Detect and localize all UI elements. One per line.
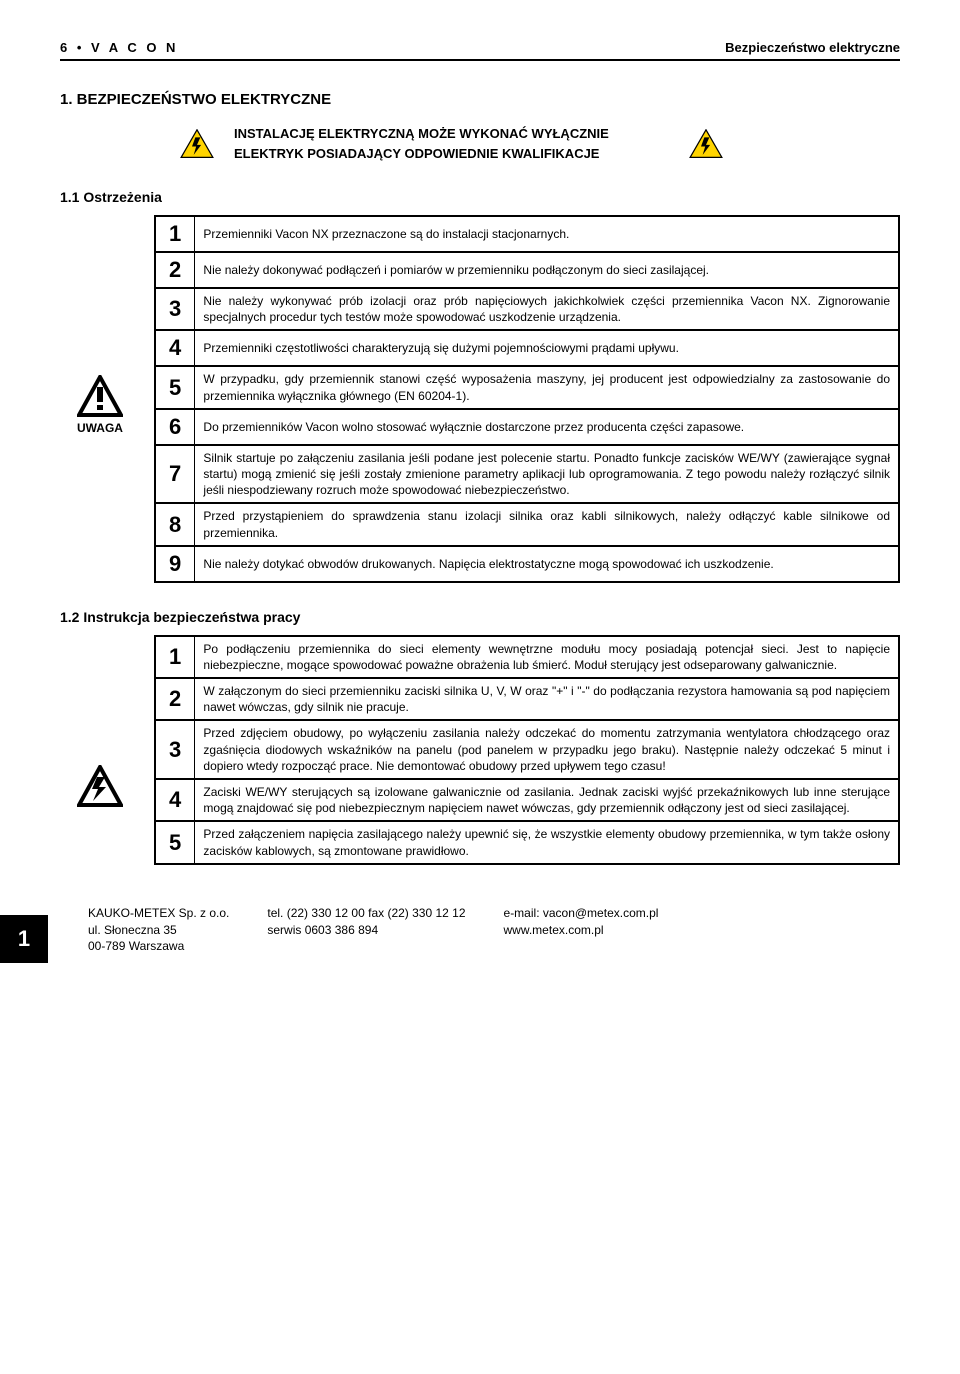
row-number: 4 bbox=[155, 330, 195, 366]
page-number-box: 1 bbox=[0, 915, 48, 963]
table-row: 1Po podłączeniu przemiennika do sieci el… bbox=[155, 636, 899, 678]
row-text: Przed przystąpieniem do sprawdzenia stan… bbox=[195, 503, 899, 545]
row-text: Silnik startuje po załączeniu zasilania … bbox=[195, 445, 899, 504]
exclamation-triangle-icon bbox=[77, 375, 123, 417]
row-text: Zaciski WE/WY sterujących są izolowane g… bbox=[195, 779, 899, 821]
lightning-arrow-triangle-icon bbox=[77, 765, 123, 807]
row-text: Nie należy dotykać obwodów drukowanych. … bbox=[195, 546, 899, 582]
table-row: 7Silnik startuje po załączeniu zasilania… bbox=[155, 445, 899, 504]
footer: 1 KAUKO-METEX Sp. z o.o. ul. Słoneczna 3… bbox=[0, 905, 960, 963]
safety-table: 1Po podłączeniu przemiennika do sieci el… bbox=[154, 635, 900, 865]
row-number: 1 bbox=[155, 216, 195, 252]
row-text: Przemienniki Vacon NX przeznaczone są do… bbox=[195, 216, 899, 252]
table-row: 6Do przemienników Vacon wolno stosować w… bbox=[155, 409, 899, 445]
table-row: 3Przed zdjęciem obudowy, po wyłączeniu z… bbox=[155, 720, 899, 779]
row-text: Nie należy wykonywać prób izolacji oraz … bbox=[195, 288, 899, 330]
table-row: 1Przemienniki Vacon NX przeznaczone są d… bbox=[155, 216, 899, 252]
row-number: 2 bbox=[155, 252, 195, 288]
header-left: 6 • V A C O N bbox=[60, 40, 178, 55]
row-text: Do przemienników Vacon wolno stosować wy… bbox=[195, 409, 899, 445]
warning-side-label: UWAGA bbox=[60, 375, 140, 435]
table-row: 2W załączonym do sieci przemienniku zaci… bbox=[155, 678, 899, 720]
table-row: 4Przemienniki częstotliwości charakteryz… bbox=[155, 330, 899, 366]
row-number: 4 bbox=[155, 779, 195, 821]
footer-col-1: KAUKO-METEX Sp. z o.o. ul. Słoneczna 35 … bbox=[88, 905, 229, 955]
table-row: 2Nie należy dokonywać podłączeń i pomiar… bbox=[155, 252, 899, 288]
banner-line-1: INSTALACJĘ ELEKTRYCZNĄ MOŻE WYKONAĆ WYŁĄ… bbox=[234, 124, 609, 144]
row-text: Przed zdjęciem obudowy, po wyłączeniu za… bbox=[195, 720, 899, 779]
row-number: 1 bbox=[155, 636, 195, 678]
banner: INSTALACJĘ ELEKTRYCZNĄ MOŻE WYKONAĆ WYŁĄ… bbox=[180, 124, 900, 163]
row-number: 8 bbox=[155, 503, 195, 545]
footer-col-2: tel. (22) 330 12 00 fax (22) 330 12 12 s… bbox=[267, 905, 465, 955]
header-bar: 6 • V A C O N Bezpieczeństwo elektryczne bbox=[60, 40, 900, 61]
banner-line-2: ELEKTRYK POSIADAJĄCY ODPOWIEDNIE KWALIFI… bbox=[234, 144, 609, 164]
row-number: 2 bbox=[155, 678, 195, 720]
row-number: 5 bbox=[155, 366, 195, 408]
row-number: 3 bbox=[155, 720, 195, 779]
lightning-triangle-icon bbox=[180, 129, 214, 159]
row-text: W przypadku, gdy przemiennik stanowi czę… bbox=[195, 366, 899, 408]
row-text: Przed załączeniem napięcia zasilającego … bbox=[195, 821, 899, 863]
row-number: 5 bbox=[155, 821, 195, 863]
table-row: 8Przed przystąpieniem do sprawdzenia sta… bbox=[155, 503, 899, 545]
warnings-table: 1Przemienniki Vacon NX przeznaczone są d… bbox=[154, 215, 900, 583]
row-number: 7 bbox=[155, 445, 195, 504]
table-row: 5Przed załączeniem napięcia zasilającego… bbox=[155, 821, 899, 863]
row-text: W załączonym do sieci przemienniku zacis… bbox=[195, 678, 899, 720]
header-right: Bezpieczeństwo elektryczne bbox=[725, 40, 900, 55]
lightning-triangle-icon bbox=[689, 129, 723, 159]
footer-col-3: e-mail: vacon@metex.com.pl www.metex.com… bbox=[504, 905, 659, 955]
table-row: 4Zaciski WE/WY sterujących są izolowane … bbox=[155, 779, 899, 821]
row-number: 9 bbox=[155, 546, 195, 582]
row-text: Przemienniki częstotliwości charakteryzu… bbox=[195, 330, 899, 366]
row-text: Nie należy dokonywać podłączeń i pomiaró… bbox=[195, 252, 899, 288]
subsection-1-title: 1.1 Ostrzeżenia bbox=[60, 189, 900, 205]
row-number: 6 bbox=[155, 409, 195, 445]
hazard-side-icon bbox=[60, 765, 140, 807]
table-row: 5W przypadku, gdy przemiennik stanowi cz… bbox=[155, 366, 899, 408]
subsection-2-title: 1.2 Instrukcja bezpieczeństwa pracy bbox=[60, 609, 900, 625]
table-row: 3Nie należy wykonywać prób izolacji oraz… bbox=[155, 288, 899, 330]
table-row: 9Nie należy dotykać obwodów drukowanych.… bbox=[155, 546, 899, 582]
section-title: 1. BEZPIECZEŃSTWO ELEKTRYCZNE bbox=[60, 91, 900, 108]
row-text: Po podłączeniu przemiennika do sieci ele… bbox=[195, 636, 899, 678]
row-number: 3 bbox=[155, 288, 195, 330]
